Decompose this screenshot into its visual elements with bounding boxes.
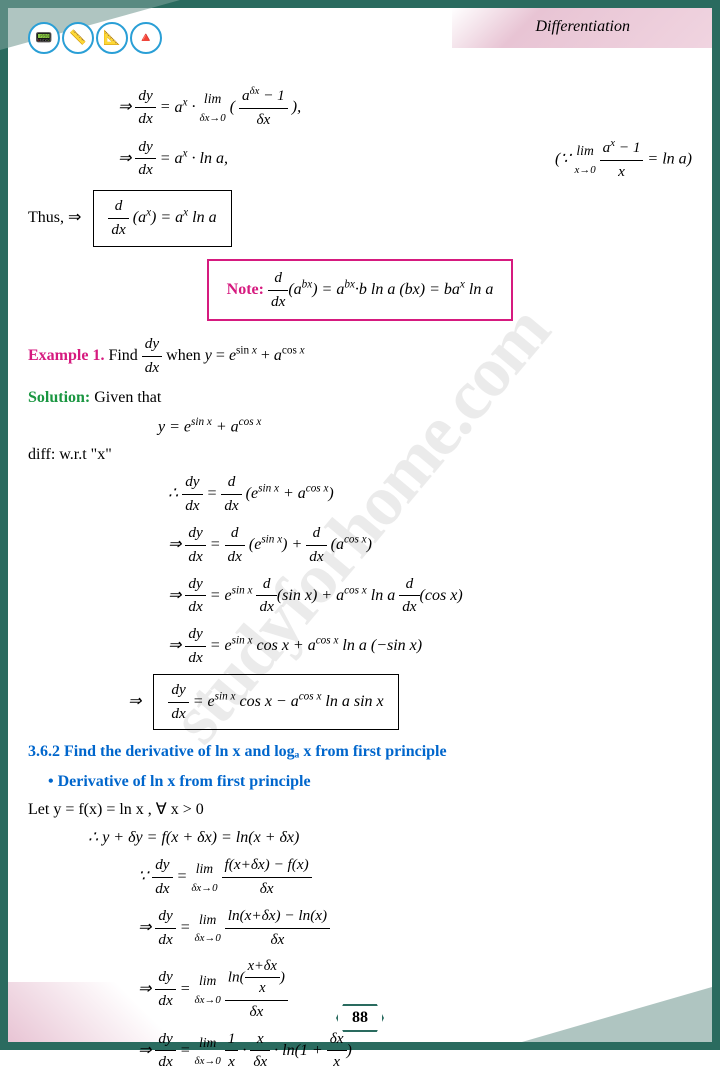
- ln-step-3: ∵ dydx = limδx→0 f(x+δx) − f(x)δx: [138, 854, 692, 901]
- let-line: Let y = f(x) = ln x , ∀ x > 0: [28, 798, 692, 822]
- equation-1: ⇒ dydx = ax · limδx→0 ( aδx − 1δx ),: [118, 84, 692, 132]
- ln-step-4: ⇒ dydx = limδx→0 ln(x+δx) − ln(x)δx: [138, 905, 692, 952]
- compass-icon: 📐: [96, 22, 128, 54]
- thus-line: Thus, ⇒ ddx (ax) = ax ln a: [28, 190, 692, 247]
- ln-step-5: ⇒ dydx = limδx→0 ln(x+δxx)δx: [138, 956, 692, 1024]
- step-3: ⇒ dydx = esin x ddx(sin x) + acos x ln a…: [168, 573, 692, 620]
- note-box: Note: ddx(abx) = abx·b ln a (bx) = bax l…: [207, 259, 514, 322]
- step-2: ⇒ dydx = ddx (esin x) + ddx (acos x): [168, 522, 692, 569]
- main-formula-box: ddx (ax) = ax ln a: [93, 190, 231, 247]
- final-answer-box: dydx = esin x cos x − acos x ln a sin x: [153, 674, 398, 731]
- step-1: ∴ dydx = ddx (esin x + acos x): [168, 471, 692, 518]
- solution-label: Solution: Given that: [28, 386, 692, 410]
- chapter-title: Differentiation: [535, 18, 630, 36]
- diff-text: diff: w.r.t "x": [28, 443, 692, 467]
- ln-step-2: ∴ y + δy = f(x + δx) = ln(x + δx): [88, 826, 692, 850]
- ruler-icon: 📏: [62, 22, 94, 54]
- example-1: Example 1. Find dydx when y = esin x + a…: [28, 333, 692, 380]
- ln-step-6: ⇒ dydx = limδx→0 1x · xδx · ln(1 + δxx): [138, 1028, 692, 1074]
- header-icons: 📟 📏 📐 🔺: [28, 22, 162, 54]
- equation-2: ⇒ dydx = ax · ln a, (∵ limx→0 ax − 1x = …: [118, 136, 692, 183]
- side-condition: (∵ limx→0 ax − 1x = ln a): [555, 136, 692, 184]
- step-4: ⇒ dydx = esin x cos x + acos x ln a (−si…: [168, 623, 692, 670]
- page-number: 88: [336, 1004, 384, 1032]
- given-equation: y = esin x + acos x: [158, 414, 692, 439]
- page-content: ⇒ dydx = ax · limδx→0 ( aδx − 1δx ), ⇒ d…: [28, 80, 692, 1000]
- section-3-6-2: 3.6.2 Find the derivative of ln x and lo…: [28, 740, 692, 764]
- bullet-derivative: • Derivative of ln x from first principl…: [48, 770, 692, 794]
- final-step: ⇒ dydx = esin x cos x − acos x ln a sin …: [128, 674, 692, 731]
- calculator-icon: 📟: [28, 22, 60, 54]
- protractor-icon: 🔺: [130, 22, 162, 54]
